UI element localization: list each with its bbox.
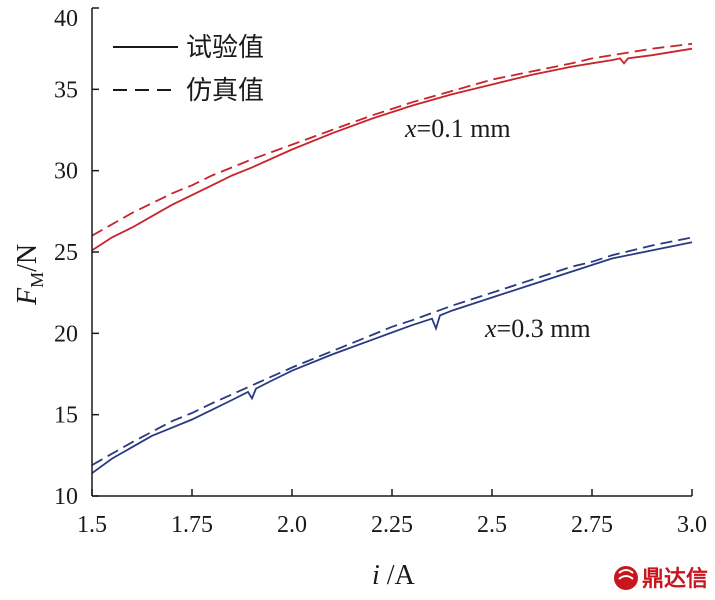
x-tick-label: 2.75: [571, 512, 613, 538]
annotation-text: =0.1 mm: [417, 114, 511, 143]
x-tick-label: 1.5: [77, 512, 107, 538]
y-axis-unit: /N: [12, 244, 43, 272]
legend-label-measured: 试验值: [186, 33, 264, 63]
x-tick-label: 2.25: [371, 512, 413, 538]
legend-label-simulated: 仿真值: [186, 76, 264, 106]
annotation-text: =0.3 mm: [497, 314, 591, 343]
y-tick-label: 40: [54, 6, 78, 32]
plot-lines: [91, 42, 693, 474]
x-axis-var: i: [372, 560, 380, 591]
x-tick-label: 2.0: [277, 512, 307, 538]
legend: 试验值 仿真值: [113, 33, 264, 106]
logo-icon-glyph: [618, 569, 634, 580]
y-tick-label: 30: [54, 159, 78, 185]
annotation-x-0-3: x=0.3 mm: [484, 314, 591, 343]
annotation-var: x: [484, 314, 497, 343]
series-line-0-1-solid: [91, 47, 693, 252]
annotation-var: x: [404, 114, 417, 143]
x-tick-label: 3.0: [677, 512, 707, 538]
series-line-0-3-solid: [91, 241, 693, 474]
series-line-0-1-dashed: [91, 42, 693, 237]
x-tick-label: 2.5: [477, 512, 507, 538]
series-line-0-3-dashed: [91, 236, 693, 466]
y-axis-subscript: M: [27, 272, 47, 288]
x-axis-label: i /A: [372, 560, 416, 591]
y-tick-label: 15: [54, 403, 78, 429]
x-tick-label: 1.75: [171, 512, 213, 538]
ticks: 1.5 1.75 2.0 2.25 2.5 2.75 3.0 10 15 20 25 30 35 40: [54, 6, 707, 538]
y-axis-label: FM/N: [12, 244, 47, 306]
y-tick-label: 20: [54, 321, 78, 347]
x-axis-unit: /A: [380, 560, 416, 591]
y-tick-label: 35: [54, 77, 78, 103]
watermark-text: 鼎达信: [642, 566, 708, 592]
y-tick-label: 10: [54, 484, 78, 510]
watermark: 鼎达信: [614, 566, 708, 592]
annotation-x-0-1: x=0.1 mm: [404, 114, 511, 143]
y-axis-var: F: [12, 287, 43, 306]
y-tick-label: 25: [54, 240, 78, 266]
